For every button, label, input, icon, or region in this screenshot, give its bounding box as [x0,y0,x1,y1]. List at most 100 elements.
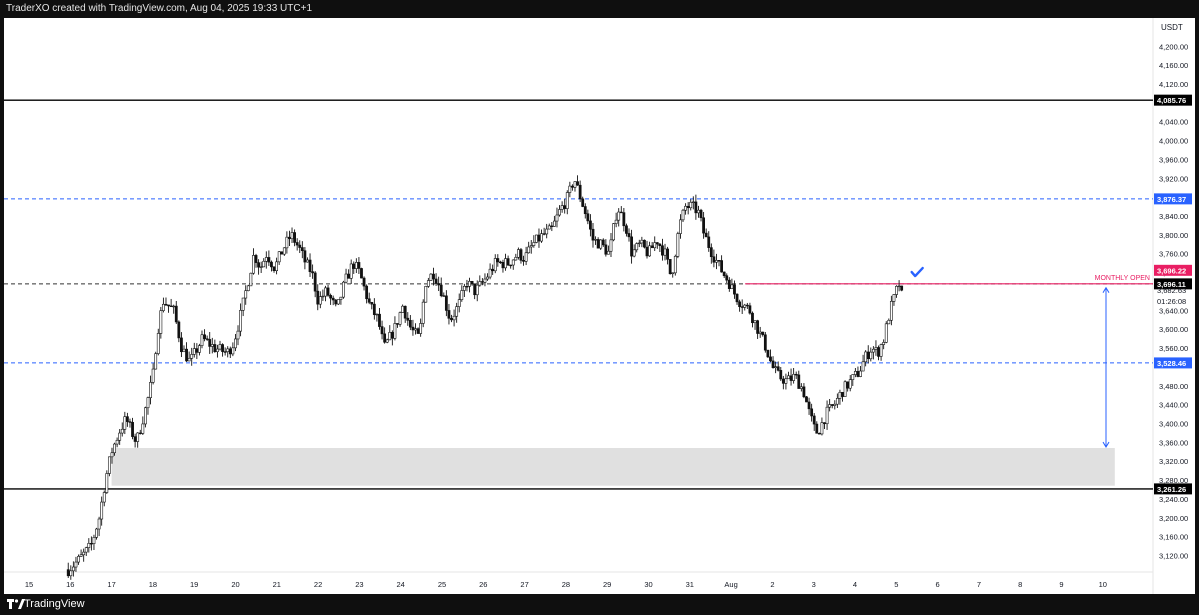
candle [594,239,597,241]
price-tick-label: 3,760.00 [1159,250,1188,259]
candle [146,397,150,409]
candle [635,243,639,251]
checkmark-icon [910,266,924,278]
date-axis-label: 22 [314,580,322,589]
candle [679,219,682,234]
price-tick-label: 3,920.00 [1159,174,1188,183]
candle [871,348,875,353]
candle [468,280,471,287]
candle [897,285,901,288]
candle [213,344,217,353]
measure-arrow-head-top [1102,286,1110,293]
candle [311,271,315,274]
candle [694,201,698,214]
candle [455,306,459,317]
candle [781,378,785,384]
candle [169,305,173,307]
candle [71,566,75,572]
price-tick-label: 4,000.00 [1159,137,1188,146]
candle [820,422,824,435]
chart-area[interactable] [4,18,1153,594]
candle [388,332,392,341]
price-tick-label: 3,960.00 [1159,155,1188,164]
candle [336,299,340,305]
candle [424,286,428,303]
level-price-label: 3,261.26 [1157,485,1186,494]
candle [869,351,873,360]
demand-zone [111,447,1115,486]
date-axis-label: 7 [977,580,981,589]
candle [879,344,883,357]
candle [432,273,435,280]
date-axis-label: 18 [149,580,157,589]
candle [715,260,718,263]
candle [110,452,114,458]
candle [841,391,844,397]
candle [295,242,299,246]
date-axis-label: 6 [936,580,940,589]
candle [282,247,286,255]
candle [252,255,255,274]
candle [596,239,600,249]
candle [583,206,587,215]
candle [218,344,222,350]
date-axis-label: 24 [397,580,405,589]
footer-bar: TradingView [0,594,1199,615]
candle [534,234,538,243]
candle [846,381,850,389]
price-tick-label: 3,480.00 [1159,382,1188,391]
candle [725,275,729,281]
candle [421,301,425,324]
date-axis-label: 2 [770,580,774,589]
candle [661,245,664,256]
price-chart[interactable]: USDT MONTHLY OPEN 4,200.00 4,160.00 4,120.… [4,18,1195,594]
candle [74,561,78,568]
candle [864,351,868,363]
candle [180,337,183,353]
candle [198,345,201,353]
candle [895,286,898,295]
candle [192,348,196,355]
candle [303,250,307,263]
price-tick-label: 4,160.00 [1159,61,1188,70]
date-axis-label: 9 [1059,580,1063,589]
price-scale[interactable] [1153,18,1195,594]
level-price-label: 4,085.76 [1157,96,1186,105]
candle [151,368,155,383]
candle [861,361,865,372]
candle [444,295,448,311]
candle [195,348,199,353]
candle [144,407,147,425]
candle [77,556,80,563]
candle [498,261,502,264]
candle [434,278,438,284]
candle [473,283,477,296]
candle [727,279,731,289]
candle [478,281,482,286]
price-tick-label: 4,120.00 [1159,80,1188,89]
tradingview-logo-icon [7,599,25,609]
candle [663,248,667,256]
level-price-label: 3,876.37 [1157,195,1186,204]
candle [365,285,369,300]
candle [856,371,860,377]
candle [776,366,780,371]
candle [887,319,891,325]
candle [360,268,363,279]
candle [115,439,119,445]
candle [244,290,248,299]
candle [545,228,549,235]
candle [267,257,271,263]
candle [313,272,317,292]
candle [84,547,88,553]
candle [573,181,577,188]
candle [774,366,778,369]
candle [488,268,492,278]
date-axis-label: 5 [894,580,898,589]
candle [414,328,417,331]
candle [529,245,533,248]
candle [789,375,793,381]
candle [627,233,631,238]
candle [113,443,116,454]
